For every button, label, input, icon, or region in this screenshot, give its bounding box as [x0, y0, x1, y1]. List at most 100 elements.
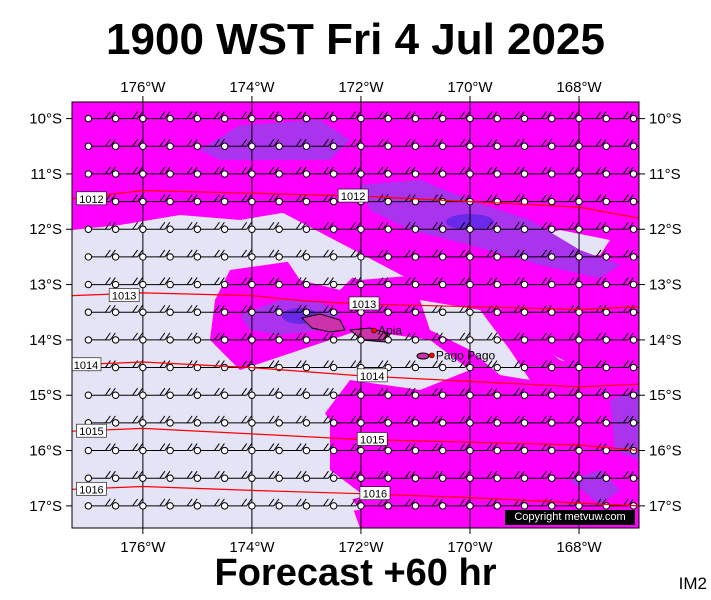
- wind-barb: [466, 277, 498, 289]
- wind-barb: [220, 498, 253, 510]
- wind-barb: [520, 360, 552, 372]
- wind-barb: [111, 138, 144, 150]
- wind-barb: [575, 221, 607, 233]
- wind-barb: [193, 443, 225, 455]
- wind-barb: [220, 221, 253, 233]
- wind-barb: [575, 387, 607, 399]
- wind-barb: [84, 470, 116, 482]
- wind-barb: [602, 332, 634, 344]
- wind-barb: [411, 332, 443, 344]
- wind-barb: [275, 415, 307, 427]
- wind-barb: [220, 194, 253, 206]
- wind-barb: [602, 415, 634, 427]
- lon-tick-label-top: 176°W: [120, 79, 166, 96]
- wind-barb: [466, 498, 498, 510]
- wind-barb: [139, 111, 171, 123]
- isobar-label-box: [72, 357, 102, 372]
- wind-barb: [384, 443, 416, 455]
- wind-barb: [84, 304, 116, 316]
- wind-barb: [439, 360, 471, 372]
- wind-barb: [548, 277, 580, 289]
- wind-barb: [357, 332, 389, 344]
- isobar-label: 1012: [341, 191, 365, 203]
- lat-tick-label-right: 16°S: [649, 443, 682, 460]
- wind-barb: [193, 415, 225, 427]
- wind-barb: [548, 332, 580, 344]
- wind-barb: [357, 277, 389, 289]
- wind-barb: [384, 498, 416, 510]
- wind-barb: [548, 415, 580, 427]
- wind-barb: [520, 415, 552, 427]
- wind-barb: [139, 194, 171, 206]
- wind-barb: [493, 221, 525, 233]
- isobar-label-box: [76, 481, 107, 496]
- lon-tick-label-top: 174°W: [229, 79, 275, 96]
- wind-barb: [139, 138, 171, 150]
- wind-barb: [493, 332, 525, 344]
- wind-barb: [111, 332, 144, 344]
- wind-barb: [548, 221, 580, 233]
- wind-barb: [166, 166, 198, 178]
- wind-barb: [439, 387, 471, 399]
- wind-barb: [302, 498, 334, 510]
- lat-tick-label-left: 15°S: [29, 387, 62, 404]
- isobar-label-box: [76, 191, 107, 206]
- wind-barb: [329, 249, 362, 261]
- wind-barb: [329, 498, 362, 510]
- wind-barb: [248, 221, 280, 233]
- wind-barb: [384, 138, 416, 150]
- wind-barb: [520, 443, 552, 455]
- lat-tick-label-right: 13°S: [649, 277, 682, 294]
- wind-barb: [629, 336, 639, 344]
- wind-barb: [466, 166, 498, 178]
- wind-barb: [384, 111, 416, 123]
- wind-barb: [193, 166, 225, 178]
- isobar-label: 1012: [79, 194, 103, 206]
- wind-barb: [466, 221, 498, 233]
- lat-tick-label-left: 16°S: [29, 443, 62, 460]
- wind-barb: [220, 470, 253, 482]
- wind-barb: [548, 360, 580, 372]
- wind-barb: [439, 470, 471, 482]
- wind-barb: [166, 277, 198, 289]
- wind-barb: [357, 387, 389, 399]
- wind-barb: [357, 249, 389, 261]
- wind-barb: [439, 443, 471, 455]
- place-marker: [371, 327, 377, 334]
- isobar-label-box: [348, 296, 380, 311]
- wind-barb: [220, 443, 253, 455]
- wind-barb: [493, 387, 525, 399]
- wind-barb: [111, 443, 144, 455]
- wind-barb: [575, 194, 607, 206]
- wind-barb: [329, 221, 362, 233]
- wind-barb: [248, 111, 280, 123]
- wind-barb: [275, 221, 307, 233]
- wind-barb: [193, 470, 225, 482]
- wind-barb: [193, 194, 225, 206]
- wind-barb: [111, 415, 144, 427]
- isobar-label-box: [356, 432, 388, 446]
- lat-tick-label-right: 14°S: [649, 332, 682, 349]
- lon-tick-label-bottom: 174°W: [229, 539, 275, 556]
- wind-barb: [275, 277, 307, 289]
- wind-barb: [384, 304, 416, 316]
- wind-barb: [629, 474, 639, 482]
- copyright-label: Copyright metvuw.com: [505, 510, 635, 525]
- wind-barb: [466, 415, 498, 427]
- wind-barb: [248, 498, 280, 510]
- wind-barb: [166, 138, 198, 150]
- lat-tick-label-left: 12°S: [29, 221, 62, 238]
- wind-barb: [439, 332, 471, 344]
- wind-barb: [248, 166, 280, 178]
- wind-barb: [520, 138, 552, 150]
- wind-barb: [220, 277, 253, 289]
- wind-barb: [248, 443, 280, 455]
- wind-barb: [520, 387, 552, 399]
- isobar-label: 1016: [79, 484, 103, 496]
- wind-barb: [357, 166, 389, 178]
- wind-barb: [411, 221, 443, 233]
- wind-barb: [275, 470, 307, 482]
- wind-barb: [629, 114, 639, 123]
- wind-barb: [139, 166, 171, 178]
- wind-barb: [302, 387, 334, 399]
